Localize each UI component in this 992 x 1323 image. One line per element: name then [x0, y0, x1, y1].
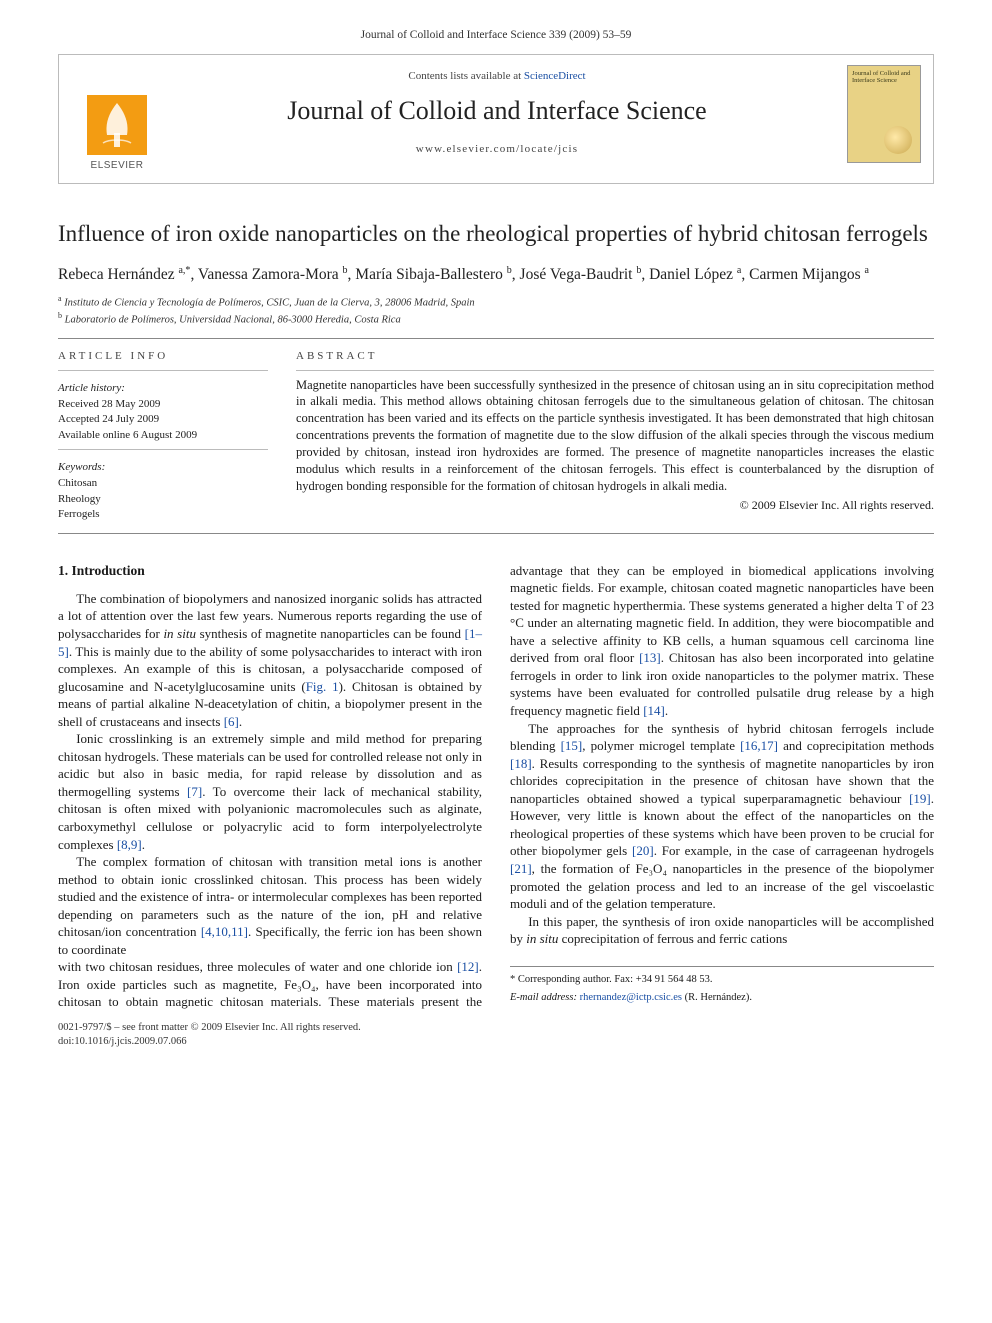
history-line: Available online 6 August 2009: [58, 428, 268, 443]
article-info-column: ARTICLE INFO Article history: Received 2…: [58, 349, 268, 523]
corresponding-email-line: E-mail address: rhernandez@ictp.csic.es …: [510, 991, 934, 1005]
keywords-block: Keywords: Chitosan Rheology Ferrogels: [58, 460, 268, 523]
affiliations: a Instituto de Ciencia y Tecnología de P…: [58, 294, 934, 327]
journal-banner: ELSEVIER Contents lists available at Sci…: [58, 54, 934, 184]
issn-doi-block: 0021-9797/$ – see front matter © 2009 El…: [58, 1021, 934, 1049]
email-label: E-mail address:: [510, 992, 577, 1003]
keyword: Ferrogels: [58, 507, 268, 522]
body-paragraph: The combination of biopolymers and nanos…: [58, 590, 482, 730]
abstract-copyright: © 2009 Elsevier Inc. All rights reserved…: [296, 497, 934, 513]
corresponding-author-footer: * Corresponding author. Fax: +34 91 564 …: [510, 966, 934, 1005]
abstract-heading: ABSTRACT: [296, 349, 934, 364]
article-info-heading: ARTICLE INFO: [58, 349, 268, 364]
contents-available-line: Contents lists available at ScienceDirec…: [163, 69, 831, 84]
journal-homepage[interactable]: www.elsevier.com/locate/jcis: [163, 142, 831, 157]
cover-thumb-text: Journal of Colloid and Interface Science: [852, 70, 910, 84]
sciencedirect-link[interactable]: ScienceDirect: [524, 70, 586, 82]
doi-line: doi:10.1016/j.jcis.2009.07.066: [58, 1035, 934, 1049]
body-paragraph: The approaches for the synthesis of hybr…: [510, 720, 934, 913]
banner-right: Journal of Colloid and Interface Science: [831, 65, 921, 175]
keyword: Rheology: [58, 492, 268, 507]
history-line: Received 28 May 2009: [58, 397, 268, 412]
journal-name: Journal of Colloid and Interface Science: [163, 93, 831, 128]
cover-thumb-graphic: [884, 126, 912, 154]
article-history-block: Article history: Received 28 May 2009 Ac…: [58, 381, 268, 444]
section-heading: 1. Introduction: [58, 562, 482, 580]
page-root: Journal of Colloid and Interface Science…: [0, 0, 992, 1089]
elsevier-tree-icon: [87, 95, 147, 155]
abstract-text: Magnetite nanoparticles have been succes…: [296, 377, 934, 495]
running-header: Journal of Colloid and Interface Science…: [58, 28, 934, 44]
divider: [296, 370, 934, 371]
divider: [58, 370, 268, 371]
author-list: Rebeca Hernández a,*, Vanessa Zamora-Mor…: [58, 264, 934, 286]
keywords-label: Keywords:: [58, 460, 268, 475]
divider: [58, 533, 934, 534]
publisher-block: ELSEVIER: [71, 65, 163, 175]
contents-prefix: Contents lists available at: [408, 70, 523, 82]
issn-line: 0021-9797/$ – see front matter © 2009 El…: [58, 1021, 934, 1035]
banner-center: Contents lists available at ScienceDirec…: [163, 65, 831, 175]
abstract-column: ABSTRACT Magnetite nanoparticles have be…: [296, 349, 934, 523]
body-paragraph: Ionic crosslinking is an extremely simpl…: [58, 730, 482, 853]
divider: [58, 338, 934, 339]
history-label: Article history:: [58, 381, 268, 396]
info-abstract-row: ARTICLE INFO Article history: Received 2…: [58, 349, 934, 523]
corresponding-email-link[interactable]: rhernandez@ictp.csic.es: [580, 992, 682, 1003]
body-columns: 1. Introduction The combination of biopo…: [58, 562, 934, 1011]
body-paragraph: The complex formation of chitosan with t…: [58, 853, 482, 958]
publisher-name: ELSEVIER: [91, 159, 144, 173]
keyword: Chitosan: [58, 476, 268, 491]
article-title: Influence of iron oxide nanoparticles on…: [58, 220, 934, 249]
history-line: Accepted 24 July 2009: [58, 412, 268, 427]
divider: [58, 449, 268, 450]
corresponding-author-line: * Corresponding author. Fax: +34 91 564 …: [510, 973, 934, 987]
body-paragraph: In this paper, the synthesis of iron oxi…: [510, 913, 934, 948]
email-attrib: (R. Hernández).: [685, 992, 752, 1003]
journal-cover-thumb: Journal of Colloid and Interface Science: [847, 65, 921, 163]
